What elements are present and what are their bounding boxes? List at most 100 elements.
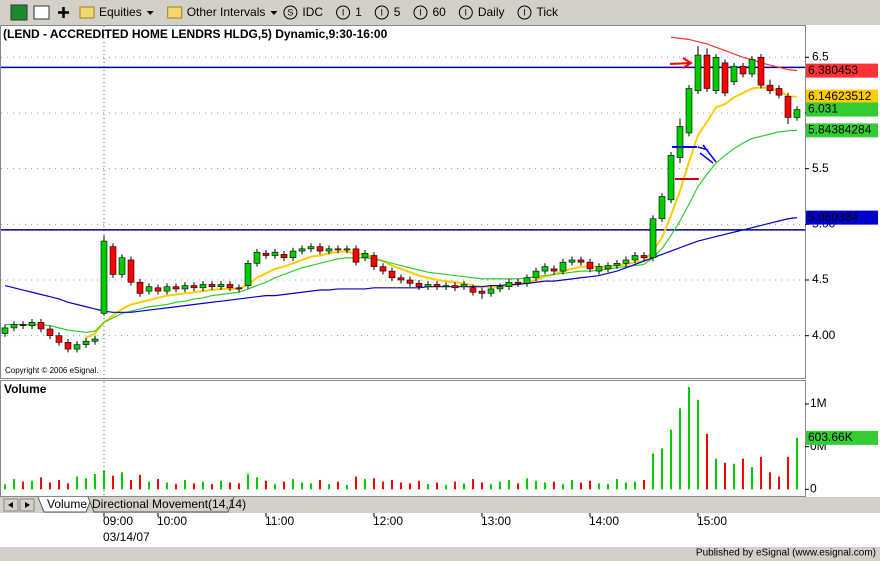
value-tag <box>806 63 878 78</box>
candle-body <box>631 255 639 261</box>
price-panel <box>0 25 806 379</box>
button-icon[interactable] <box>336 5 351 20</box>
candle-body <box>127 259 135 283</box>
candle-body <box>775 88 783 96</box>
moving-average <box>5 129 798 333</box>
candle-body <box>163 286 171 292</box>
y-tick-label: 4.00 <box>812 328 836 342</box>
table-icon[interactable] <box>33 5 50 20</box>
candle-body <box>424 284 432 287</box>
candle-body <box>433 284 441 287</box>
candle-body <box>595 266 603 272</box>
candle-body <box>676 126 684 158</box>
chart-background <box>0 25 880 497</box>
candle-body <box>226 284 234 289</box>
button-label[interactable]: Daily <box>478 5 505 19</box>
candle-body <box>730 65 738 83</box>
value-tag <box>806 89 878 104</box>
candle-body <box>253 251 261 264</box>
button-icon[interactable] <box>413 5 428 20</box>
button-label[interactable]: 5 <box>394 5 401 19</box>
moving-average <box>4 217 798 313</box>
y-tick-label: 6.5 <box>812 49 829 63</box>
button-label[interactable]: 60 <box>432 5 446 19</box>
candle-body <box>289 250 297 259</box>
button-label[interactable]: IDC <box>302 5 323 19</box>
candle-body <box>190 285 198 289</box>
candle-body <box>784 95 792 118</box>
candle-body <box>244 263 252 286</box>
value-tag-label: 6.14623512 <box>808 89 872 103</box>
copyright: Copyright © 2006 eSignal. <box>5 366 99 375</box>
candle-body <box>604 265 612 270</box>
button-label[interactable]: 1 <box>355 5 362 19</box>
candle-body <box>415 283 423 287</box>
candle-body <box>613 263 621 266</box>
candle-body <box>199 284 207 289</box>
tab-label[interactable]: Volume <box>47 497 87 511</box>
menu-label[interactable]: Other Intervals <box>187 5 266 19</box>
volume-panel <box>0 380 806 497</box>
folder-icon[interactable] <box>79 6 95 19</box>
toolbar-items: Equities Other Intervals S IDC I 1 I 5 I 60 I Daily… <box>79 5 559 20</box>
candle-body <box>217 284 225 287</box>
candle-body <box>586 261 594 270</box>
add-icon[interactable] <box>58 7 69 18</box>
candle-body <box>658 196 666 220</box>
dropdown-arrow <box>146 11 154 15</box>
tab-volume[interactable] <box>37 496 93 513</box>
button-icon[interactable] <box>374 5 389 20</box>
value-tag-label: 603.66K <box>808 430 853 444</box>
x-tick-label: 10:00 <box>157 514 187 528</box>
candle-body <box>145 286 153 292</box>
button-label[interactable]: Tick <box>536 5 559 19</box>
price-layer: 4.004.55.005.56.006.56.3804536.146235125… <box>1 36 878 353</box>
value-tag <box>806 102 878 117</box>
candle-body <box>316 246 324 252</box>
tab-dm[interactable] <box>87 496 235 513</box>
moving-average <box>670 36 798 72</box>
chart-icon[interactable] <box>10 4 28 21</box>
candle-body <box>37 322 45 330</box>
button-icon-letter: I <box>523 7 526 17</box>
candle-body <box>118 257 126 275</box>
candle-body <box>667 154 675 201</box>
button-icon-letter: I <box>465 7 468 17</box>
button-icon-letter: I <box>342 7 345 17</box>
candle-body <box>271 251 279 256</box>
folder-icon[interactable] <box>167 6 183 19</box>
candle-body <box>73 344 81 350</box>
time-axis: 09:00 10:00 11:00 12:00 13:00 14:00 15:00 <box>0 513 880 547</box>
volume-label: Volume <box>4 382 47 396</box>
candle-body <box>100 240 108 314</box>
x-tick-label: 15:00 <box>697 514 727 528</box>
toolbar <box>0 0 880 25</box>
candle-body <box>136 281 144 294</box>
candle-body <box>703 54 711 89</box>
candle-body <box>721 62 729 94</box>
chart-title: (LEND - ACCREDITED HOME LENDRS HLDG,5) D… <box>3 27 388 41</box>
value-tag <box>806 123 878 138</box>
button-icon[interactable] <box>517 5 532 20</box>
candle-body <box>370 255 378 267</box>
candle-body <box>1 327 9 334</box>
candle-body <box>235 287 243 290</box>
button-icon[interactable] <box>458 5 473 20</box>
candle-body <box>712 56 720 92</box>
candle-body <box>298 248 306 252</box>
candle-body <box>406 279 414 284</box>
candle-body <box>505 281 513 287</box>
candle-body <box>532 270 540 279</box>
x-tick-label: 09:00 <box>103 514 133 528</box>
x-tick-label: 14:00 <box>589 514 619 528</box>
candle-body <box>442 285 450 287</box>
menu-label[interactable]: Equities <box>99 5 142 19</box>
candle-body <box>766 84 774 92</box>
button-icon[interactable] <box>283 5 298 20</box>
candle-body <box>91 338 99 342</box>
tab-label[interactable]: Directional Movement(14,14) <box>92 497 246 511</box>
candle-body <box>64 342 72 350</box>
